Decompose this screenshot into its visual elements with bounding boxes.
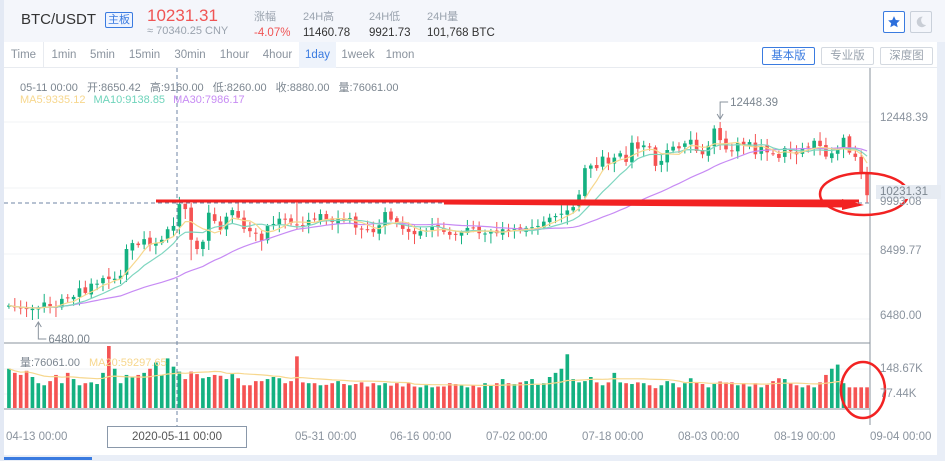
x-axis-label: 07-18 00:00 [582, 431, 644, 443]
candlestick-chart[interactable]: 12448.39 6480.00 [4, 42, 937, 455]
svg-text:6480.00: 6480.00 [48, 334, 90, 346]
stat-value: 11460.78 [303, 27, 351, 39]
board-badge: 主板 [105, 12, 133, 28]
ma10-value: MA10:9138.85 [93, 94, 166, 106]
trading-pair[interactable]: BTC/USDT [21, 11, 96, 28]
x-axis-label: 09-04 00:00 [870, 431, 932, 443]
stat-24h-high: 24H高 11460.78 [303, 8, 350, 39]
current-price-label: 10231.31 [876, 185, 941, 199]
y-axis-label: 6480.00 [880, 310, 922, 322]
tab-30min[interactable]: 30min [174, 49, 206, 61]
tab-5min[interactable]: 5min [90, 49, 115, 61]
tab-1min[interactable]: 1min [51, 49, 77, 61]
stat-change: 涨幅 -4.07% [254, 8, 290, 39]
ohlc-info: 05-11 00:00 开:8650.42 高:9160.00 低:8260.0… [20, 79, 404, 95]
moon-icon [916, 16, 927, 28]
view-pro-button[interactable]: 专业版 [821, 47, 874, 65]
info-open: 开:8650.42 [86, 82, 141, 94]
cny-price: ≈ 70340.25 CNY [147, 25, 229, 37]
info-high: 高:9160.00 [149, 82, 204, 94]
star-icon [888, 16, 900, 28]
info-low: 低:8260.00 [212, 82, 267, 94]
y-axis-label: 12448.39 [880, 112, 928, 124]
crosshair-date-tooltip: 2020-05-11 00:00 [107, 426, 247, 448]
tab-1hour[interactable]: 1hour [219, 49, 250, 61]
svg-text:12448.39: 12448.39 [730, 97, 778, 109]
tab-1week[interactable]: 1week [341, 49, 375, 61]
stat-value: 9921.73 [369, 27, 411, 39]
stat-label: 24H低 [369, 11, 401, 23]
tab-time[interactable]: Time [4, 42, 44, 68]
y-axis-label: 8499.77 [880, 245, 922, 257]
info-close: 收:8880.00 [275, 82, 330, 94]
x-axis-label: 05-31 00:00 [295, 431, 357, 443]
stat-24h-volume: 24H量 101,768 BTC [427, 8, 495, 39]
ma30-value: MA30:7986.17 [173, 94, 245, 106]
stat-24h-low: 24H低 9921.73 [369, 8, 411, 39]
x-axis-label: 08-19 00:00 [774, 431, 836, 443]
tab-4hour[interactable]: 4hour [262, 49, 293, 61]
ma-info: MA5:9335.12 MA10:9138.85 MA30:7986.17 [20, 94, 250, 106]
volume-info: 量:76061.00 MA20:59297.65 [20, 354, 173, 370]
stat-value: 101,768 BTC [427, 27, 495, 39]
stat-label: 涨幅 [254, 11, 276, 23]
stat-label: 24H高 [303, 11, 335, 23]
kline-panel: Time 1min 5min 15min 30min 1hour 4hour 1… [4, 42, 941, 455]
volume-axis-label: 148.67K [880, 363, 923, 375]
view-basic-button[interactable]: 基本版 [762, 47, 815, 65]
volume-axis-label: 77.44K [880, 388, 917, 400]
ma5-value: MA5:9335.12 [20, 94, 86, 106]
interval-toolbar: Time 1min 5min 15min 30min 1hour 4hour 1… [4, 42, 937, 68]
scroll-indicator[interactable] [4, 457, 92, 460]
stat-label: 24H量 [427, 11, 459, 23]
volume-value: 量:76061.00 [20, 357, 80, 369]
last-price: 10231.31 [147, 6, 218, 25]
y-axis-label: 9993.08 [880, 196, 922, 208]
market-header: BTC/USDT 主板 10231.31 ≈ 70340.25 CNY 涨幅 -… [4, 0, 945, 42]
x-axis-label: 07-02 00:00 [486, 431, 548, 443]
tab-15min[interactable]: 15min [128, 49, 161, 61]
tab-1day[interactable]: 1day [299, 42, 336, 68]
favorite-button[interactable] [883, 11, 905, 33]
left-sidebar-edge [0, 0, 4, 461]
x-axis-label: 08-03 00:00 [678, 431, 740, 443]
stat-value: -4.07% [254, 27, 291, 39]
info-volume: 量:76061.00 [338, 82, 399, 94]
x-axis-label: 06-16 00:00 [390, 431, 452, 443]
info-date: 05-11 00:00 [20, 82, 78, 94]
view-depth-button[interactable]: 深度图 [880, 47, 933, 65]
theme-toggle-button[interactable] [910, 11, 932, 33]
tab-1mon[interactable]: 1mon [385, 49, 415, 61]
x-axis-label: 04-13 00:00 [6, 431, 68, 443]
volume-ma20-value: MA20:59297.65 [89, 357, 167, 369]
